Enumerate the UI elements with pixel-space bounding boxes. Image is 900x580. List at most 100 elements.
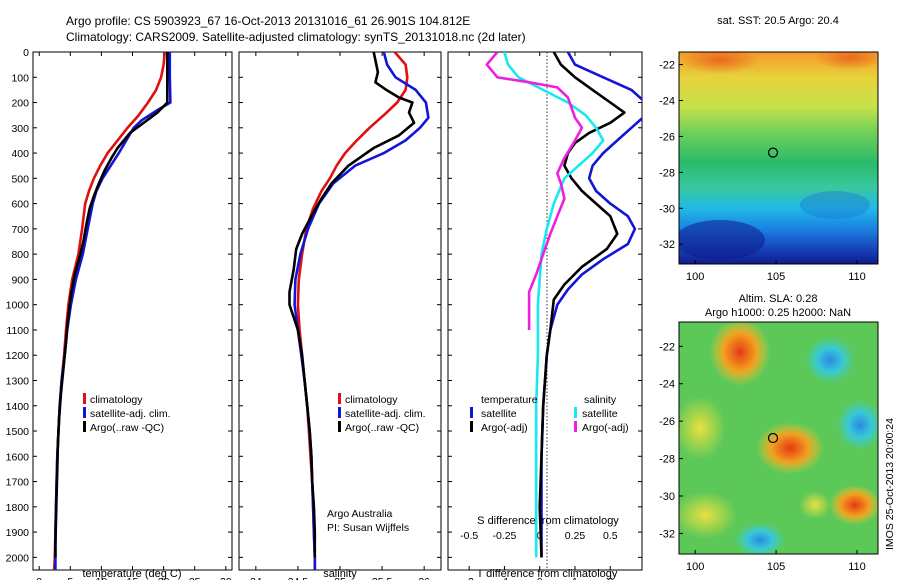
x-tick-label: -1 xyxy=(500,576,509,580)
y-tick-label: 600 xyxy=(11,199,29,211)
map-y-tick-label: -24 xyxy=(659,379,675,391)
map-y-tick-label: -26 xyxy=(659,416,675,428)
y-tick-label: 1300 xyxy=(6,375,30,387)
series-line-satellite-adj-clim- xyxy=(54,52,172,570)
salinity-panel-frame xyxy=(238,51,442,571)
sst-map-frame xyxy=(678,51,879,265)
t-difference-xlabel: T difference from climatology xyxy=(477,568,618,580)
legend-swatch-satellite xyxy=(338,407,341,418)
legend-group-temperature: temperature xyxy=(481,394,538,406)
sla-low-anomaly xyxy=(804,336,856,384)
legend-label-t-satellite: satellite xyxy=(481,408,517,420)
y-tick-label: 1200 xyxy=(6,350,30,362)
sla-high-anomaly xyxy=(710,322,770,386)
legend-swatch-s-satellite xyxy=(574,407,577,418)
legend-swatch-argo xyxy=(83,421,86,432)
y-tick-label: 1100 xyxy=(6,325,29,337)
legend-swatch-argo xyxy=(338,421,341,432)
y-tick-label: 1800 xyxy=(6,502,30,514)
map-y-tick-label: -32 xyxy=(659,239,675,251)
map-y-tick-label: -22 xyxy=(659,341,675,353)
sst-cool-patch xyxy=(800,191,870,219)
temperature-legend: climatology satellite-adj. clim. Argo(..… xyxy=(83,393,171,434)
map-x-tick-label: 100 xyxy=(686,561,704,573)
salinity-diff-tick-label: 0.25 xyxy=(565,530,586,542)
temperature-axes: 0510152025300100200300400500600700800900… xyxy=(6,47,232,580)
temperature-series xyxy=(52,52,172,570)
x-tick-label: 5 xyxy=(67,576,73,580)
sla-map xyxy=(679,322,878,554)
y-tick-label: 1900 xyxy=(6,527,30,539)
legend-label-climatology: climatology xyxy=(90,394,143,406)
series-line-argo-raw-qc- xyxy=(288,52,416,558)
x-tick-label: 34.5 xyxy=(288,576,309,580)
sst-map xyxy=(679,52,878,264)
legend-label-climatology: climatology xyxy=(345,394,398,406)
map-y-tick-label: -22 xyxy=(659,60,675,72)
x-tick-label: 30 xyxy=(220,576,232,580)
sla-map-axes: 100 105 110 -22 -24 -26 -28 -30 -32 xyxy=(659,341,866,573)
map-x-tick-label: 105 xyxy=(767,561,785,573)
salinity-xlabel: salinity xyxy=(323,568,357,580)
sla-mid-anomaly xyxy=(679,396,726,460)
y-tick-label: 1400 xyxy=(6,401,30,413)
argo-position-marker xyxy=(767,147,779,158)
series-line-argo-adj- xyxy=(538,52,626,558)
temperature-xlabel: temperature (deg C) xyxy=(82,568,181,580)
x-tick-label: -2 xyxy=(464,576,473,580)
s-difference-xlabel: S difference from climatology xyxy=(477,515,619,527)
map-x-tick-label: 110 xyxy=(848,271,866,283)
series-line-climatology xyxy=(296,52,409,570)
salinity-diff-tick-label: -0.5 xyxy=(460,530,478,542)
salinity-diff-tick-label: -0.25 xyxy=(492,530,516,542)
legend-label-argo: Argo(..raw -QC) xyxy=(90,422,164,434)
x-tick-label: 10 xyxy=(96,576,108,580)
sla-map-title-line2: Argo h1000: 0.25 h2000: NaN xyxy=(705,307,851,319)
x-tick-label: 25 xyxy=(189,576,201,580)
legend-label-t-argo: Argo(-adj) xyxy=(481,422,528,434)
map-y-tick-label: -26 xyxy=(659,131,675,143)
y-tick-label: 300 xyxy=(11,123,29,135)
legend-swatch-satellite xyxy=(83,407,86,418)
y-tick-label: 500 xyxy=(11,173,29,185)
y-tick-label: 2000 xyxy=(6,552,30,564)
series-line-satellite xyxy=(503,52,605,558)
sla-map-title-line1: Altim. SLA: 0.28 xyxy=(739,293,818,305)
x-tick-label: 1 xyxy=(572,576,578,580)
sla-high-anomaly xyxy=(756,422,824,474)
x-tick-label: 0 xyxy=(537,576,543,580)
salinity-axes: 34 34.5 35 35.5 36 xyxy=(239,51,441,580)
sst-warm-patch xyxy=(815,52,878,70)
legend-swatch-t-satellite xyxy=(470,407,473,418)
x-tick-label: 36 xyxy=(418,576,430,580)
sla-high-anomaly xyxy=(829,485,878,525)
x-tick-label: 34 xyxy=(250,576,262,580)
series-line-argo-raw-qc- xyxy=(54,52,169,558)
map-y-tick-label: -30 xyxy=(659,491,675,503)
map-x-tick-label: 105 xyxy=(767,271,785,283)
y-tick-label: 400 xyxy=(11,148,29,160)
y-tick-label: 700 xyxy=(11,224,29,236)
salinity-diff-tick-label: 0.5 xyxy=(603,530,618,542)
salinity-series xyxy=(288,52,430,570)
x-tick-label: 0 xyxy=(36,576,42,580)
x-tick-label: 2 xyxy=(607,576,613,580)
legend-label-satellite: satellite-adj. clim. xyxy=(345,408,426,420)
sst-cold-patch xyxy=(679,220,765,260)
credit-line2: PI: Susan Wijffels xyxy=(327,522,409,534)
legend-swatch-climatology xyxy=(338,393,341,404)
difference-legend: temperature satellite Argo(-adj) salinit… xyxy=(470,394,629,434)
sla-low-anomaly xyxy=(734,522,786,554)
argo-position-marker xyxy=(767,432,779,444)
difference-series xyxy=(485,52,642,558)
map-y-tick-label: -24 xyxy=(659,96,675,108)
y-tick-label: 900 xyxy=(11,274,29,286)
x-tick-label: 35 xyxy=(334,576,346,580)
map-y-tick-label: -30 xyxy=(659,203,675,215)
y-tick-label: 1500 xyxy=(6,426,30,438)
difference-panel-frame xyxy=(447,51,643,571)
legend-swatch-climatology xyxy=(83,393,86,404)
imos-credit: IMOS 25-Oct-2013 20:00:24 xyxy=(884,418,896,550)
